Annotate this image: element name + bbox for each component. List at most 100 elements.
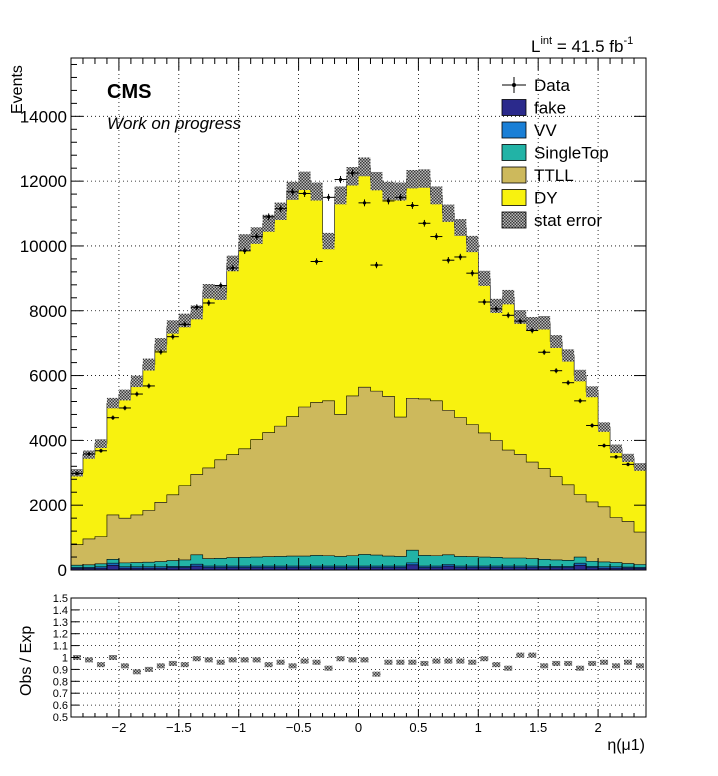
data-point bbox=[382, 197, 395, 205]
legend-label: fake bbox=[534, 99, 566, 118]
legend-entry-dy: DY bbox=[501, 189, 558, 208]
ratio-point bbox=[432, 658, 441, 664]
y-tick-label: 2000 bbox=[29, 496, 67, 515]
data-marker bbox=[279, 207, 283, 211]
data-point bbox=[406, 202, 419, 209]
data-point bbox=[622, 462, 635, 467]
x-tick-label: 2 bbox=[594, 720, 601, 735]
ratio-point bbox=[540, 663, 549, 669]
stat-error-bin bbox=[442, 204, 455, 222]
data-points bbox=[71, 169, 635, 476]
ratio-y-tick-label: 0.7 bbox=[53, 688, 68, 700]
data-point bbox=[71, 471, 83, 476]
data-marker bbox=[422, 221, 426, 225]
ratio-point bbox=[180, 662, 189, 668]
ratio-point bbox=[468, 659, 477, 665]
legend-entry-stat-error: stat error bbox=[501, 211, 602, 230]
subtitle: Work on progress bbox=[107, 114, 242, 133]
data-point bbox=[430, 233, 443, 240]
data-point bbox=[262, 213, 275, 221]
ratio-point bbox=[504, 665, 513, 671]
ratio-y-tick-label: 1.3 bbox=[53, 617, 68, 629]
data-point bbox=[598, 443, 611, 448]
data-marker bbox=[267, 215, 271, 219]
stat-error-bin bbox=[94, 439, 107, 448]
data-point bbox=[130, 391, 143, 397]
ratio-point bbox=[360, 657, 369, 663]
y-tick-label: 6000 bbox=[29, 367, 67, 386]
ratio-point bbox=[492, 662, 501, 668]
ratio-y-tick-label: 1.5 bbox=[53, 593, 68, 605]
ratio-point bbox=[396, 659, 405, 665]
data-marker bbox=[434, 234, 438, 239]
stat-error-band bbox=[71, 157, 646, 477]
stat-error-bin bbox=[550, 335, 563, 348]
ratio-points bbox=[73, 652, 644, 677]
data-marker bbox=[614, 455, 618, 459]
legend-entry-fake: fake bbox=[501, 99, 566, 118]
ratio-point bbox=[480, 656, 489, 662]
data-point bbox=[514, 318, 527, 324]
data-marker bbox=[578, 399, 582, 403]
legend-data-marker bbox=[512, 83, 516, 87]
ratio-axes: 0.50.60.70.80.911.11.21.31.41.5−2 −1.5 −1−… bbox=[53, 593, 647, 735]
data-point bbox=[334, 175, 347, 184]
data-marker bbox=[207, 301, 211, 305]
stat-error-bin bbox=[562, 349, 575, 362]
ratio-point bbox=[624, 659, 633, 665]
data-point bbox=[502, 312, 515, 319]
data-point bbox=[190, 304, 203, 311]
data-point bbox=[82, 452, 95, 456]
x-tick-label: 0.5 bbox=[409, 720, 427, 735]
ratio-panel: 0.50.60.70.80.911.11.21.31.41.5−2 −1.5 −1−… bbox=[53, 593, 647, 735]
data-point bbox=[118, 405, 131, 411]
ratio-point bbox=[588, 660, 597, 666]
legend-label: Data bbox=[534, 76, 570, 95]
data-point bbox=[94, 448, 107, 453]
cms-label: CMS bbox=[107, 81, 151, 103]
stat-error-bin bbox=[418, 169, 431, 188]
stat-error-bin bbox=[634, 463, 646, 471]
data-marker bbox=[171, 335, 175, 339]
data-marker bbox=[410, 203, 415, 208]
stat-error-bin bbox=[106, 397, 119, 409]
data-point bbox=[610, 454, 623, 459]
ratio-point bbox=[576, 665, 585, 671]
data-marker bbox=[135, 392, 139, 396]
x-tick-label: 0 bbox=[355, 720, 362, 735]
ratio-y-tick-label: 0.9 bbox=[53, 664, 68, 676]
data-point bbox=[250, 233, 263, 240]
ratio-point bbox=[528, 652, 537, 658]
ratio-point bbox=[216, 659, 225, 665]
y-tick-label: 14000 bbox=[20, 107, 67, 126]
legend-swatch bbox=[501, 166, 527, 184]
data-point bbox=[442, 257, 455, 264]
legend-label: TTLL bbox=[534, 166, 574, 185]
legend-swatch bbox=[501, 121, 527, 139]
ratio-point bbox=[516, 652, 525, 658]
ratio-point bbox=[552, 660, 561, 666]
data-point bbox=[154, 349, 167, 355]
legend-swatch bbox=[501, 144, 527, 161]
data-marker bbox=[458, 255, 462, 259]
data-marker bbox=[506, 313, 510, 317]
ratio-point bbox=[288, 663, 297, 669]
stat-error-bin bbox=[478, 270, 491, 286]
legend-label: VV bbox=[534, 121, 557, 140]
legend-entry-singletop: SingleTop bbox=[501, 144, 609, 163]
ratio-point bbox=[96, 662, 105, 668]
data-marker bbox=[99, 449, 103, 453]
data-point bbox=[178, 321, 191, 328]
stat-error-bin bbox=[394, 182, 407, 201]
data-point bbox=[526, 327, 539, 334]
ratio-y-tick-label: 1 bbox=[62, 653, 68, 665]
stat-error-bin bbox=[130, 375, 143, 388]
data-marker bbox=[291, 190, 295, 194]
data-marker bbox=[159, 350, 163, 354]
data-marker bbox=[542, 350, 546, 354]
data-marker bbox=[219, 283, 223, 288]
data-point bbox=[454, 253, 467, 261]
stat-error-bin bbox=[166, 320, 179, 334]
ratio-point bbox=[312, 659, 321, 665]
data-marker bbox=[326, 195, 331, 199]
